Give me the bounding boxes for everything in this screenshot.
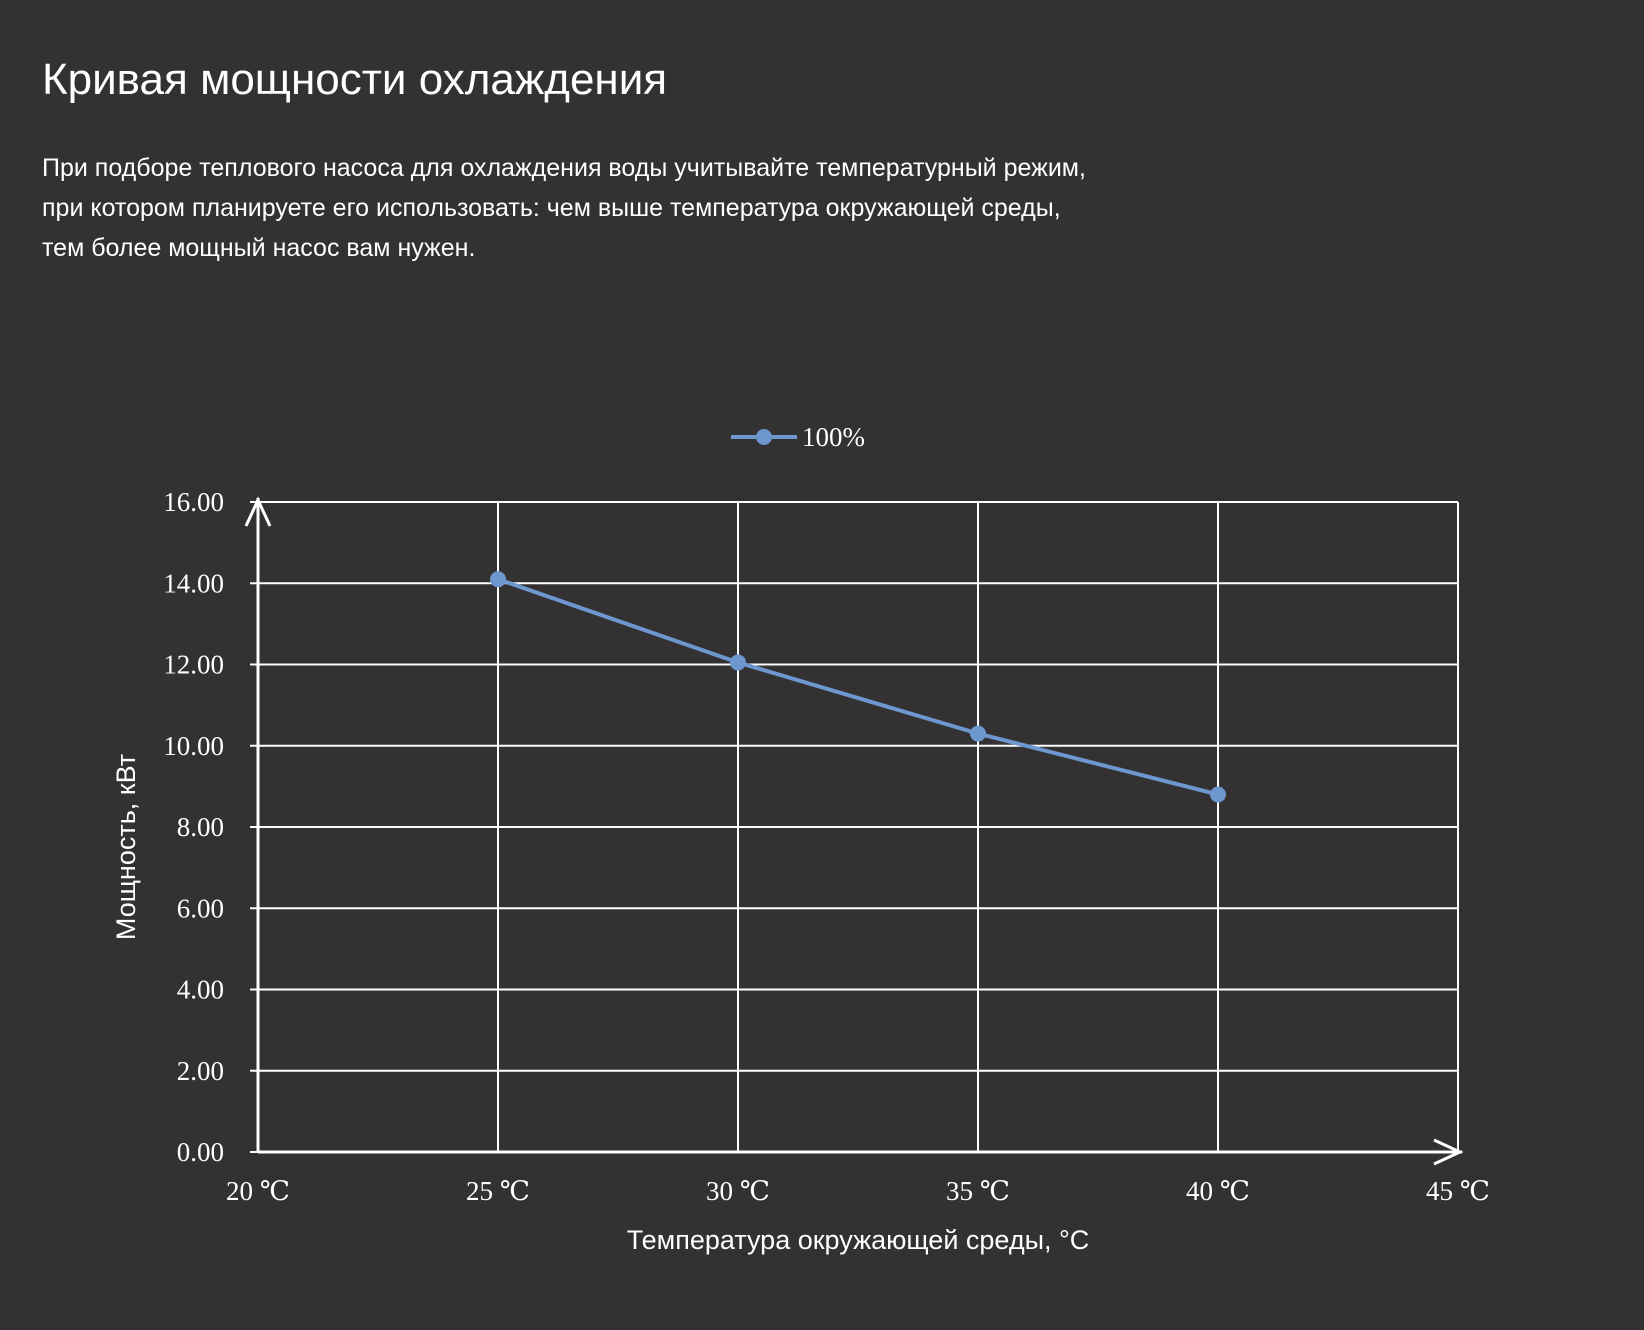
grid — [258, 501, 1459, 1152]
x-tick-label: 40 ℃ — [1186, 1176, 1250, 1206]
description: При подборе теплового насоса для охлажде… — [42, 148, 1302, 268]
y-axis-arrow — [244, 496, 272, 527]
axes — [244, 496, 1464, 1166]
x-tick-label: 30 ℃ — [706, 1176, 770, 1206]
series — [490, 571, 1226, 803]
description-line: при котором планируете его использовать:… — [42, 194, 1061, 222]
data-point — [490, 571, 506, 588]
legend: 100% — [731, 422, 865, 452]
data-point — [730, 654, 746, 671]
legend-label: 100% — [802, 422, 865, 452]
x-tick-label: 45 ℃ — [1426, 1176, 1490, 1206]
description-line: тем более мощный насос вам нужен. — [42, 234, 476, 262]
page-title: Кривая мощности охлаждения — [42, 55, 668, 104]
x-axis-arrow — [1433, 1138, 1464, 1166]
data-point — [970, 725, 986, 742]
x-tick-label: 25 ℃ — [466, 1176, 530, 1206]
tick-labels: 0.00 2.00 4.00 6.00 8.00 10.00 12.00 14.00 16.00… — [163, 487, 1490, 1206]
y-axis-title: Мощность, кВт — [111, 754, 141, 940]
x-axis-title: Температура окружающей среды, °C — [627, 1225, 1090, 1255]
y-tick-label: 4.00 — [177, 975, 224, 1005]
y-tick-label: 14.00 — [163, 568, 224, 598]
x-tick-label: 35 ℃ — [946, 1176, 1010, 1206]
y-tick-label: 16.00 — [163, 487, 224, 517]
y-tick-label: 10.00 — [163, 731, 224, 761]
y-tick-label: 6.00 — [177, 893, 224, 923]
description-line: При подборе теплового насоса для охлажде… — [42, 154, 1086, 182]
data-point — [1210, 786, 1226, 803]
y-tick-label: 8.00 — [177, 812, 224, 842]
y-tick-label: 0.00 — [177, 1137, 224, 1167]
axis-titles: Температура окружающей среды, °C Мощность… — [111, 754, 1089, 1255]
legend-marker — [756, 429, 772, 445]
y-tick-label: 2.00 — [177, 1056, 224, 1086]
x-tick-label: 20 ℃ — [226, 1176, 290, 1206]
series-line — [497, 577, 1219, 797]
y-tick-label: 12.00 — [163, 650, 224, 680]
